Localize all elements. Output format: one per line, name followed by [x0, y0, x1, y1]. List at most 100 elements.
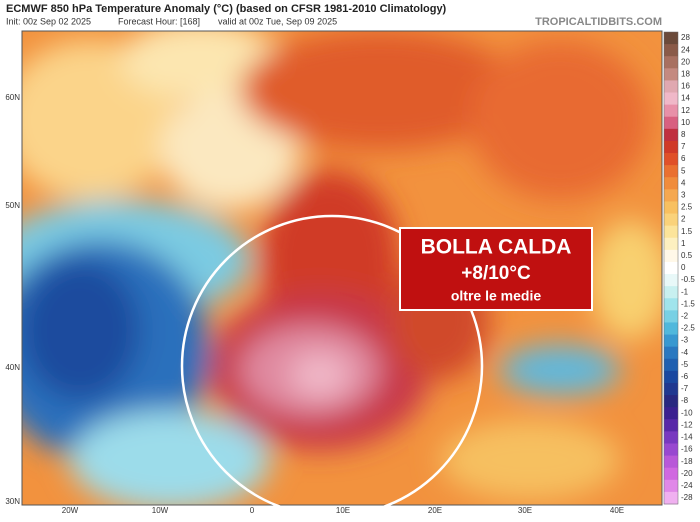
colorbar-label: 2	[681, 215, 686, 224]
lon-label: 10W	[152, 506, 169, 515]
lat-label: 50N	[5, 201, 20, 210]
colorbar-swatch	[664, 298, 678, 311]
colorbar-label: -12	[681, 420, 693, 429]
colorbar-swatch	[664, 322, 678, 336]
lon-label: 20E	[428, 506, 442, 515]
colorbar-label: -18	[681, 457, 693, 466]
colorbar-label: -1.5	[681, 299, 695, 308]
lat-label: 40N	[5, 363, 20, 372]
colorbar-swatch	[664, 128, 678, 142]
colorbar-swatch	[664, 310, 678, 323]
colorbar-label: 14	[681, 94, 690, 103]
lon-label: 40E	[610, 506, 624, 515]
colorbar-swatch	[664, 189, 678, 202]
source: TROPICALTIDBITS.COM	[535, 16, 662, 28]
colorbar-label: -7	[681, 384, 689, 393]
colorbar-label: -24	[681, 481, 693, 490]
colorbar-swatch	[664, 334, 678, 348]
colorbar-label: 28	[681, 33, 690, 42]
annotation-title: BOLLA CALDA	[421, 236, 572, 259]
colorbar-label: 1	[681, 239, 686, 248]
colorbar-swatch	[664, 455, 678, 469]
colorbar-swatch	[664, 274, 678, 287]
colorbar-swatch	[664, 92, 678, 106]
lon-label: 30E	[518, 506, 532, 515]
colorbar-label: -0.5	[681, 275, 695, 284]
colorbar-label: -8	[681, 396, 689, 405]
colorbar-swatch	[664, 479, 678, 493]
colorbar-swatch	[664, 491, 678, 505]
init: Init: 00z Sep 02 2025	[6, 16, 91, 26]
colorbar-swatch	[664, 213, 678, 227]
colorbar-swatch	[664, 177, 678, 190]
annotation-box	[399, 227, 593, 311]
annotation-value: +8/10°C	[461, 263, 531, 284]
colorbar-label: 3	[681, 190, 686, 199]
colorbar-swatch	[664, 395, 678, 408]
colorbar-label: 6	[681, 154, 686, 163]
colorbar-swatch	[664, 431, 678, 444]
colorbar-frame	[663, 31, 679, 505]
colorbar-label: 7	[681, 142, 686, 151]
title: ECMWF 850 hPa Temperature Anomaly (°C) (…	[6, 3, 447, 15]
colorbar-swatch	[664, 382, 678, 396]
colorbar-swatch	[664, 225, 678, 239]
colorbar-swatch	[664, 346, 678, 360]
colorbar-swatch	[664, 237, 678, 251]
colorbar-label: 0	[681, 263, 686, 272]
lat-label: 60N	[5, 93, 20, 102]
colorbar-swatch	[664, 419, 678, 432]
colorbar-label: -1	[681, 287, 689, 296]
lat-label: 30N	[5, 497, 20, 506]
colorbar-swatch	[664, 467, 678, 481]
colorbar-label: 1.5	[681, 227, 693, 236]
colorbar-swatch	[664, 68, 678, 81]
colorbar-label: 10	[681, 118, 690, 127]
colorbar-swatch	[664, 443, 678, 457]
colorbar-swatch	[664, 116, 678, 130]
colorbar-label: 18	[681, 69, 690, 78]
colorbar-swatch	[664, 140, 678, 154]
forecast-hour: Forecast Hour: [168]	[118, 16, 200, 26]
colorbar-swatch	[664, 358, 678, 372]
colorbar-swatch	[664, 286, 678, 299]
colorbar-swatch	[664, 201, 678, 215]
highlight-circle	[180, 214, 484, 518]
colorbar-label: 0.5	[681, 251, 693, 260]
lon-label: 10E	[336, 506, 350, 515]
colorbar-label: -16	[681, 445, 693, 454]
colorbar-label: -14	[681, 433, 693, 442]
colorbar-swatch	[664, 32, 678, 45]
colorbar-label: 2.5	[681, 203, 693, 212]
colorbar-label: -2.5	[681, 324, 695, 333]
colorbar-label: 5	[681, 166, 686, 175]
colorbar-label: -20	[681, 469, 693, 478]
colorbar-swatch	[664, 44, 678, 57]
colorbar-swatch	[664, 370, 678, 384]
colorbar-label: 24	[681, 45, 690, 54]
colorbar-label: -4	[681, 348, 689, 357]
valid-time: valid at 00z Tue, Sep 09 2025	[218, 16, 337, 26]
colorbar-label: -28	[681, 493, 693, 502]
colorbar-label: -2	[681, 312, 689, 321]
colorbar-swatch	[664, 80, 678, 94]
colorbar-swatch	[664, 407, 678, 420]
lon-label: 20W	[62, 506, 79, 515]
map-frame	[21, 30, 663, 506]
colorbar-label: 20	[681, 57, 690, 66]
colorbar-label: -6	[681, 372, 689, 381]
colorbar-swatch	[664, 153, 678, 166]
colorbar-label: 16	[681, 82, 690, 91]
colorbar-label: 4	[681, 178, 686, 187]
annotation-note: oltre le medie	[451, 288, 541, 304]
colorbar-label: -5	[681, 360, 689, 369]
colorbar-label: 12	[681, 106, 690, 115]
anomaly-field	[22, 31, 662, 505]
lon-label: 0	[250, 506, 255, 515]
colorbar-swatch	[664, 261, 678, 275]
colorbar-swatch	[664, 249, 678, 263]
colorbar-label: -3	[681, 336, 689, 345]
colorbar-label: -10	[681, 408, 693, 417]
